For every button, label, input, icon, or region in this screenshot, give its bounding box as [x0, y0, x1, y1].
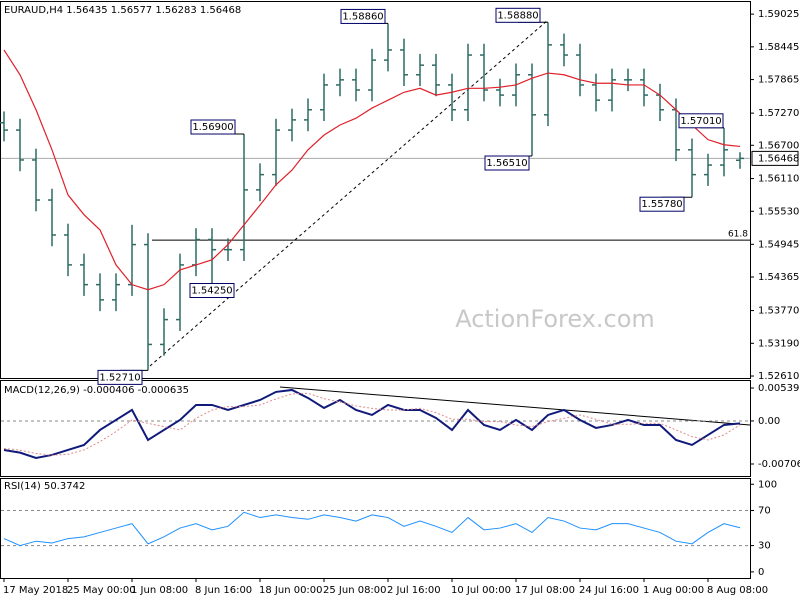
- annotation-box: [340, 8, 386, 24]
- fib-label: 61.8: [728, 230, 748, 240]
- indicator-line: [3, 511, 741, 547]
- y-tick-label: 0.00: [758, 416, 780, 427]
- annotation-label: 1.58880: [497, 10, 538, 21]
- price-header: EURAUD,H4 1.56435 1.56577 1.56283 1.5646…: [4, 5, 241, 16]
- y-tick-label: 1.59025: [758, 9, 799, 20]
- y-tick-label: 1.52610: [758, 371, 799, 382]
- y-tick-label: 30: [758, 541, 771, 552]
- x-tick-label: 1 Aug 00:00: [643, 585, 704, 596]
- y-tick-label: 1.57865: [758, 75, 799, 86]
- y-tick-label: 1.55530: [758, 206, 799, 217]
- y-tick-label: 1.56110: [758, 174, 799, 185]
- y-tick-label: 1.56700: [758, 140, 799, 151]
- x-tick-label: 1 Jun 08:00: [131, 585, 188, 596]
- y-tick-label: 0: [758, 567, 764, 578]
- y-tick-label: -0.007064: [758, 459, 800, 470]
- annotation-label: 1.55780: [641, 199, 682, 210]
- annotation-box: [639, 196, 685, 212]
- annotation-box: [190, 119, 236, 135]
- annotation-label: 1.58860: [342, 11, 383, 22]
- x-tick-label: 8 Jun 16:00: [195, 585, 252, 596]
- rsi-header: RSI(14) 50.3742: [4, 481, 85, 492]
- moving-average: [3, 49, 741, 291]
- annotation-box: [495, 7, 541, 23]
- trend-line: [149, 19, 549, 367]
- x-tick-label: 10 Jul 00:00: [451, 585, 511, 596]
- x-tick-label: 17 Jul 08:00: [515, 585, 575, 596]
- x-tick-label: 25 Jun 08:00: [323, 585, 387, 596]
- annotation-label: 1.54250: [191, 286, 232, 297]
- annotation-box: [484, 155, 530, 171]
- rsi-panel: [0, 478, 751, 579]
- annotation-label: 1.56510: [486, 158, 527, 169]
- y-tick-label: 100: [758, 479, 777, 490]
- y-tick-label: 1.53770: [758, 306, 799, 317]
- x-tick-label: 8 Aug 08:00: [707, 585, 768, 596]
- annotation-box: [189, 283, 235, 299]
- price-panel: [0, 1, 751, 379]
- y-tick-label: 1.58445: [758, 42, 799, 53]
- x-tick-label: 2 Jul 16:00: [387, 585, 441, 596]
- annotation-box: [97, 369, 143, 385]
- indicator-line: [3, 388, 741, 459]
- annotation-label: 1.52710: [99, 372, 140, 383]
- annotation-label: 1.57010: [680, 116, 721, 127]
- y-tick-label: 0.005398: [758, 383, 800, 394]
- annotation-box: [678, 113, 724, 129]
- y-tick-label: 1.53190: [758, 338, 799, 349]
- y-tick-label: 70: [758, 506, 771, 517]
- x-tick-label: 18 Jun 00:00: [259, 585, 323, 596]
- y-tick-label: 1.54365: [758, 272, 799, 283]
- x-tick-label: 17 May 2018: [3, 585, 68, 596]
- macd-header: MACD(12,26,9) -0.000406 -0.000635: [4, 385, 189, 396]
- x-tick-label: 24 Jul 16:00: [579, 585, 639, 596]
- macd-trend-line: [279, 386, 751, 426]
- y-tick-label: 1.54945: [758, 239, 799, 250]
- last-price-box: [751, 150, 799, 166]
- y-tick-label: 1.57270: [758, 108, 799, 119]
- indicator-line: [3, 392, 741, 456]
- x-tick-label: 25 May 00:00: [67, 585, 136, 596]
- macd-panel: [0, 380, 751, 477]
- last-price-label: 1.56468: [758, 153, 799, 164]
- watermark: ActionForex.com: [455, 305, 655, 333]
- annotation-label: 1.56900: [192, 122, 233, 133]
